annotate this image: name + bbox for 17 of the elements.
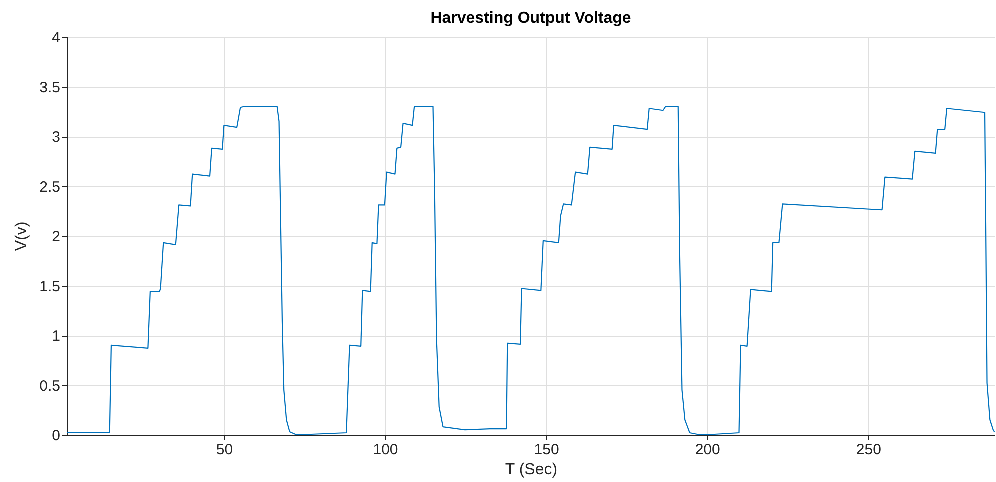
chart-title: Harvesting Output Voltage <box>430 10 632 27</box>
x-tick-label: 250 <box>856 442 882 458</box>
y-tick-label: 0.5 <box>40 378 60 395</box>
x-axis-title: T (Sec) <box>505 462 558 478</box>
y-tick-label: 2 <box>52 228 60 246</box>
y-tick-label: 1 <box>52 328 60 345</box>
y-tick-label: 3.5 <box>40 79 60 96</box>
x-tick-label: 200 <box>695 442 720 458</box>
y-tick-label: 4 <box>52 30 60 46</box>
y-tick-label: 1.5 <box>40 278 60 296</box>
y-tick-label: 0 <box>52 428 60 444</box>
x-tick-label: 100 <box>373 442 398 458</box>
y-tick-label: 2.5 <box>40 178 60 196</box>
x-tick-label: 150 <box>534 442 560 458</box>
y-axis-title: V(v) <box>14 222 31 252</box>
x-tick-label: 50 <box>216 442 234 458</box>
y-tick-label: 3 <box>52 129 60 146</box>
